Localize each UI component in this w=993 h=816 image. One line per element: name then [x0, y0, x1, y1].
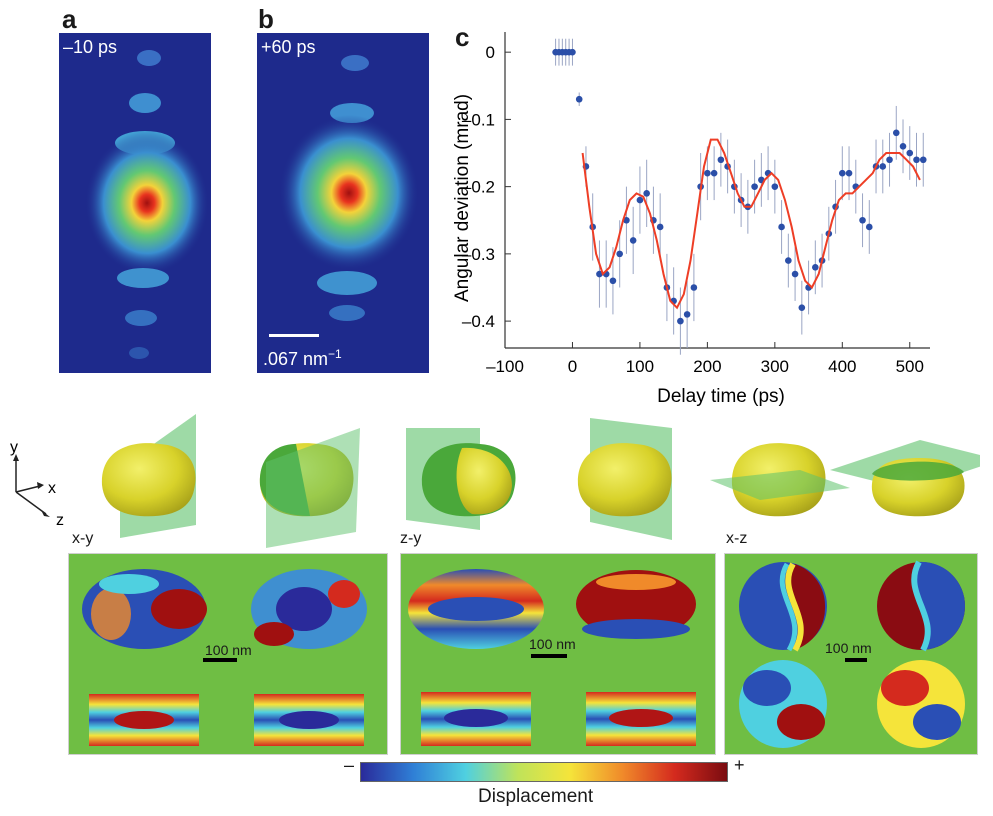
- chart-data-point: [785, 257, 792, 264]
- chart-y-tick-label: 0: [486, 43, 495, 62]
- chart-data-point: [859, 216, 866, 224]
- axis-y-label: y: [10, 439, 18, 456]
- chart-data-point: [656, 223, 664, 231]
- chart-data-point: [778, 223, 785, 231]
- panel-label-c: c: [455, 22, 470, 52]
- chart-plot-area: –100 0 100 200 300 400 500 0 –0.1 –0.2 –0.3 –0.4: [462, 32, 930, 376]
- delay-label-a: –10 ps: [63, 37, 118, 57]
- scale-label-b: .067 nm−1: [263, 347, 342, 369]
- chart-data-point: [913, 156, 920, 164]
- map-label-xy: x-y: [72, 530, 94, 547]
- chart-data-point: [865, 223, 873, 231]
- chart-x-tick-label: 300: [761, 357, 789, 376]
- displacement-colorbar: [360, 762, 728, 782]
- chart-data-point: [643, 190, 650, 197]
- chart-data-point: [710, 169, 718, 177]
- panel-label-b: b: [258, 4, 274, 34]
- chart-data-point: [886, 156, 893, 164]
- chart-fit-line: [581, 138, 921, 310]
- diffraction-pattern-b: [279, 55, 419, 321]
- chart-x-tick-label: –100: [486, 357, 524, 376]
- displacement-map-xy-image: [82, 569, 367, 746]
- chart-data-point: [899, 142, 907, 150]
- chart-data-point: [791, 270, 799, 278]
- scale-label-zy: 100 nm: [529, 636, 576, 652]
- chart-data-point: [879, 163, 887, 170]
- chart-x-axis-label: Delay time (ps): [657, 386, 785, 407]
- scale-bar-xz: [845, 658, 867, 662]
- angular-deviation-chart: –100 0 100 200 300 400 500 0 –0.1 –0.2 –0.3 –0.4 De…: [452, 32, 930, 407]
- chart-data-point: [798, 304, 806, 311]
- colorbar-plus: +: [734, 755, 745, 775]
- crystal-xy-plane-2: [259, 428, 360, 548]
- chart-x-tick-label: 200: [693, 357, 721, 376]
- chart-data-point: [704, 169, 711, 177]
- chart-data-point: [690, 284, 698, 291]
- chart-data-point: [575, 95, 583, 103]
- chart-data-point: [629, 237, 637, 244]
- chart-y-tick-label: –0.1: [462, 110, 495, 129]
- xyz-axes-icon: y x z: [10, 439, 64, 529]
- chart-data-point: [906, 149, 914, 157]
- chart-data-point: [677, 317, 684, 325]
- chart-data-point: [596, 270, 603, 278]
- displacement-map-xy: 100 nm: [68, 553, 388, 755]
- diffraction-image-b: +60 ps .067 nm−1: [257, 33, 429, 373]
- chart-data-point: [839, 169, 846, 177]
- crystal-xy-plane-1: [101, 414, 196, 538]
- scale-label-xz: 100 nm: [825, 640, 872, 656]
- chart-data-point: [636, 196, 644, 204]
- axis-z-label: z: [56, 512, 64, 529]
- scale-bar-b: [269, 334, 319, 337]
- chart-y-tick-label: –0.2: [462, 178, 495, 197]
- chart-y-tick-label: –0.3: [462, 245, 495, 264]
- chart-data-point: [812, 264, 819, 271]
- chart-y-axis-label: Angular deviation (mrad): [452, 94, 473, 302]
- displacement-map-xz: 100 nm: [724, 553, 978, 755]
- colorbar-minus: –: [344, 755, 355, 775]
- chart-data-point: [771, 183, 779, 190]
- chart-y-tick-label: –0.4: [462, 312, 495, 331]
- chart-data-point: [717, 156, 725, 164]
- chart-data-point: [919, 156, 927, 164]
- crystal-xz-plane-2: [830, 440, 980, 517]
- chart-x-tick-label: 100: [626, 357, 654, 376]
- chart-data-point: [892, 129, 900, 137]
- chart-x-tick-label: 400: [828, 357, 856, 376]
- chart-data-point: [616, 250, 623, 258]
- panel-label-a: a: [62, 4, 77, 34]
- chart-data-point: [751, 183, 758, 190]
- chart-data-point: [609, 277, 617, 285]
- chart-data-point: [569, 48, 576, 56]
- crystal-xz-plane-1: [710, 443, 850, 517]
- chart-x-tick-label: 500: [896, 357, 924, 376]
- displacement-map-zy: 100 nm: [400, 553, 716, 755]
- diffraction-pattern-a: [85, 50, 209, 359]
- scale-bar-zy: [531, 654, 567, 658]
- axis-x-label: x: [48, 480, 56, 497]
- chart-x-tick-label: 0: [568, 357, 577, 376]
- chart-data-point: [623, 216, 630, 224]
- diffraction-image-a: –10 ps: [59, 33, 211, 373]
- map-label-xz: x-z: [726, 530, 748, 547]
- crystal-zy-plane-2: [577, 418, 672, 540]
- crystal-render-row: [101, 414, 980, 548]
- delay-label-b: +60 ps: [261, 37, 316, 57]
- displacement-map-zy-image: [408, 569, 696, 746]
- displacement-map-xz-image: [739, 560, 966, 748]
- chart-data-point: [845, 169, 853, 177]
- scale-label-xy: 100 nm: [205, 642, 252, 658]
- colorbar-label: Displacement: [478, 786, 594, 807]
- scale-bar-xy: [203, 658, 237, 662]
- crystal-zy-plane-1: [406, 428, 516, 530]
- chart-data-point: [683, 311, 691, 318]
- map-label-zy: z-y: [400, 530, 422, 547]
